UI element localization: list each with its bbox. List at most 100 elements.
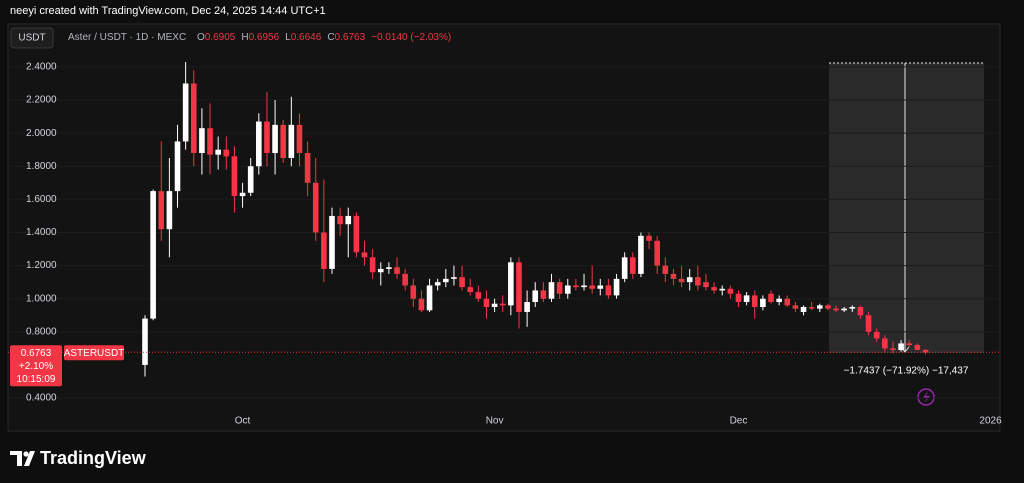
candle-body xyxy=(516,262,522,312)
y-tick-label: 2.2000 xyxy=(26,95,57,106)
candle-body xyxy=(483,298,490,307)
candle-body xyxy=(207,128,213,155)
candle-body xyxy=(735,293,742,303)
candle-body xyxy=(841,308,847,311)
candle-body xyxy=(256,121,262,167)
symbol: Aster / USDT · 1D · MEXC xyxy=(68,32,186,43)
candle-body xyxy=(174,141,181,192)
symbol-tag xyxy=(64,345,124,361)
y-tick-label: 1.8000 xyxy=(26,161,57,172)
brand: TradingView xyxy=(40,448,147,468)
y-tick-label: 1.0000 xyxy=(26,293,57,304)
candle-body xyxy=(166,191,173,230)
alert-ring[interactable] xyxy=(917,388,935,406)
alert-icon[interactable] xyxy=(917,388,935,406)
candle-body xyxy=(670,273,677,279)
candle-body xyxy=(451,277,457,279)
candle-body xyxy=(890,348,896,351)
y-tick-label: 1.6000 xyxy=(26,194,57,205)
candle-body xyxy=(239,192,246,197)
candle-body xyxy=(369,257,376,273)
candle-body xyxy=(467,287,473,293)
candle-body xyxy=(581,285,587,288)
alert-bolt[interactable] xyxy=(923,391,930,403)
candle-body xyxy=(499,303,506,306)
candle-body xyxy=(443,278,449,283)
candle-body xyxy=(475,292,482,299)
candle-body xyxy=(922,349,929,353)
candle-body xyxy=(337,215,343,225)
ohlc-value: 0.6956 xyxy=(249,32,280,43)
candle-body xyxy=(654,240,660,266)
candle-body xyxy=(833,308,839,311)
candle-body xyxy=(321,232,327,269)
candle-body xyxy=(711,287,717,291)
candle-body xyxy=(816,305,823,309)
candle-body xyxy=(426,285,433,311)
candle-body xyxy=(743,295,750,303)
price-tag-change: +2.10% xyxy=(19,361,53,372)
candle-body xyxy=(784,298,791,306)
ohlc-label: H xyxy=(241,32,248,43)
ohlc-value: 0.6646 xyxy=(291,32,322,43)
y-tick-label: 2.0000 xyxy=(26,128,57,139)
ohlc-label: C xyxy=(327,32,334,43)
candle-body xyxy=(719,288,726,291)
candle-body xyxy=(434,282,441,286)
candle-body xyxy=(695,277,701,286)
logo-mark xyxy=(10,451,35,466)
candle-body xyxy=(849,306,856,309)
x-tick-label: Oct xyxy=(235,416,251,427)
candle-body xyxy=(613,278,620,296)
candle-body xyxy=(280,124,287,158)
candle-body xyxy=(199,128,205,154)
price-tag-value: 0.6763 xyxy=(21,348,52,359)
candle-body xyxy=(564,285,571,294)
candle-body xyxy=(142,318,148,365)
candle-body xyxy=(597,285,604,289)
x-tick-label: Dec xyxy=(730,416,748,427)
candle-body xyxy=(751,295,758,307)
candle-body xyxy=(800,306,807,312)
candle-body xyxy=(190,83,197,154)
caption: neeyi created with TradingView.com, Dec … xyxy=(10,5,326,17)
candle-body xyxy=(646,235,652,241)
candle-body xyxy=(304,153,311,183)
candle-body xyxy=(524,302,530,312)
candle-body xyxy=(678,278,685,283)
candle-body xyxy=(296,124,303,154)
candle-body xyxy=(353,215,360,253)
candle-body xyxy=(703,282,709,288)
logo-dot xyxy=(23,451,29,457)
candle-body xyxy=(288,124,295,158)
candle-body xyxy=(215,149,221,155)
candle-body xyxy=(272,124,278,154)
candle-body xyxy=(621,257,628,279)
candle-body xyxy=(865,315,872,332)
candle-body xyxy=(231,156,238,197)
candle-body xyxy=(508,262,514,306)
x-tick-label: Nov xyxy=(486,416,504,427)
candle-body xyxy=(857,306,864,316)
candle-body xyxy=(459,277,465,288)
candle-body xyxy=(491,303,498,307)
candle-body xyxy=(264,121,270,154)
currency-box[interactable] xyxy=(10,27,54,49)
candle-body xyxy=(532,290,539,303)
x-tick-label: 2026 xyxy=(979,416,1002,427)
candle-body xyxy=(768,293,774,303)
ohlc-label: O xyxy=(197,32,205,43)
ohlc-label: L xyxy=(285,32,291,43)
candle-body xyxy=(638,235,644,274)
candle-body xyxy=(825,305,831,309)
ohlc-value: 0.6763 xyxy=(335,32,366,43)
candle-body xyxy=(150,191,156,319)
candle-body xyxy=(556,282,563,294)
currency: USDT xyxy=(18,33,45,44)
measure-label: −1.7437 (−71.92%) −17,437 xyxy=(844,366,969,377)
candle-body xyxy=(898,343,904,351)
candle-body xyxy=(386,267,392,269)
price-tag xyxy=(10,345,62,387)
candle-body xyxy=(329,215,335,269)
